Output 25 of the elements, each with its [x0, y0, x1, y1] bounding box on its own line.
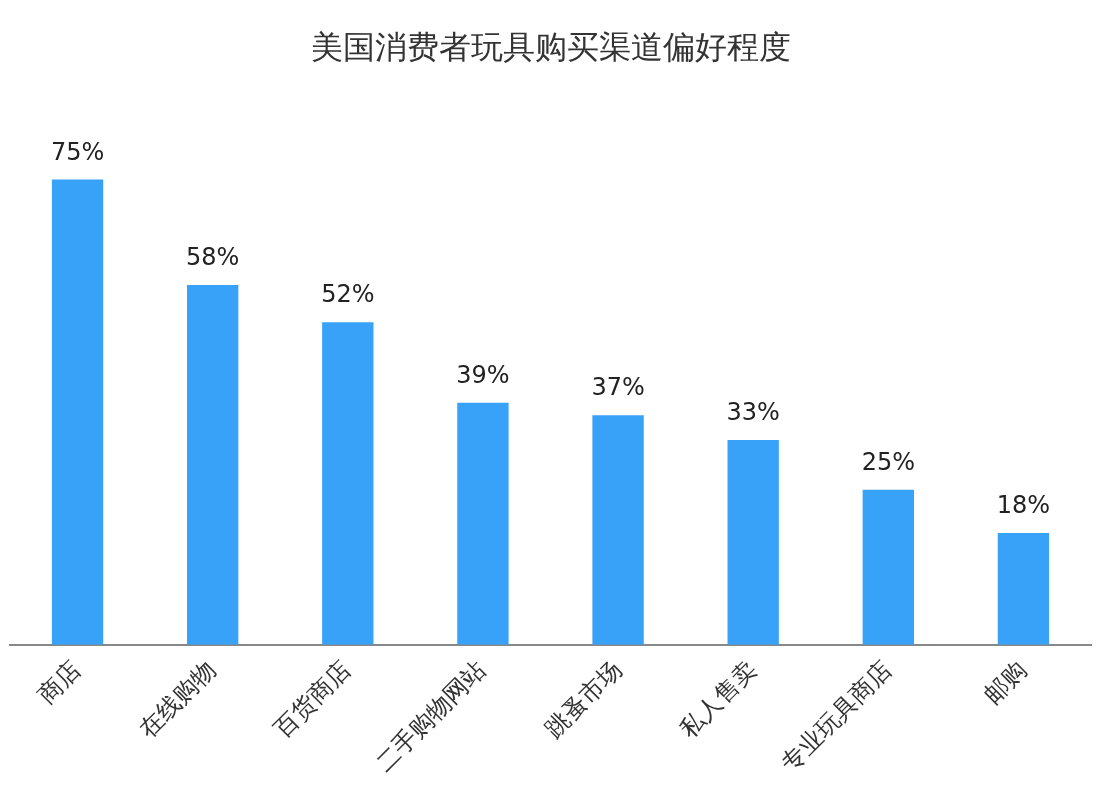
data-label: 25% [861, 447, 915, 476]
x-tick-label: 商店 [32, 655, 87, 710]
data-label: 33% [726, 398, 780, 427]
x-tick-label: 邮购 [978, 655, 1033, 710]
data-label: 58% [186, 243, 240, 272]
x-tick-label: 百货商店 [268, 655, 357, 744]
bar [727, 440, 779, 645]
bar [51, 179, 104, 645]
bar [862, 489, 914, 645]
data-label: 52% [321, 280, 375, 309]
x-tick-label: 专业玩具商店 [775, 655, 897, 778]
x-tick-label: 在线购物 [133, 655, 222, 744]
bar [997, 533, 1050, 645]
x-tick-label: 跳蚤市场 [539, 655, 627, 744]
bar [322, 322, 374, 645]
chart-title: 美国消费者玩具购买渠道偏好程度 [310, 27, 791, 66]
data-label: 37% [591, 373, 645, 402]
x-tick-label: 二手购物网站 [369, 655, 492, 778]
data-label: 18% [996, 491, 1051, 520]
bar [457, 402, 509, 645]
x-tick-label: 私人售卖 [674, 655, 762, 744]
data-label: 39% [456, 361, 510, 390]
bar [592, 415, 644, 645]
bar [187, 284, 239, 645]
data-label: 75% [50, 137, 105, 166]
